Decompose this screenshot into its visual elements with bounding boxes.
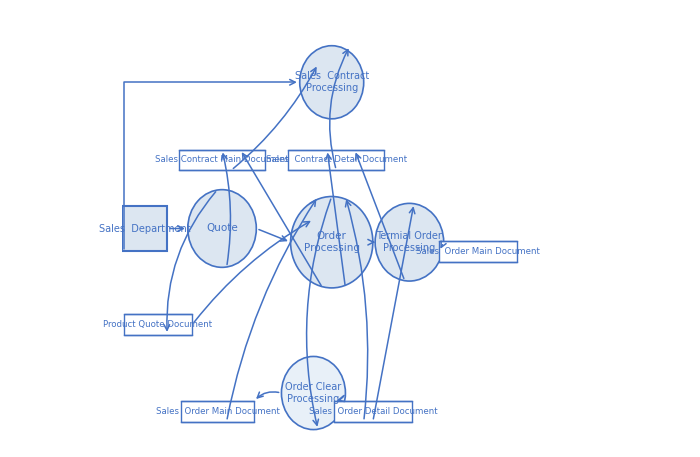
- FancyBboxPatch shape: [124, 314, 192, 335]
- Text: Sales  Order Main Document: Sales Order Main Document: [155, 407, 279, 416]
- Text: Sales  Contract
Processing: Sales Contract Processing: [295, 71, 369, 93]
- Text: Quote: Quote: [206, 223, 238, 234]
- FancyBboxPatch shape: [122, 206, 167, 251]
- Text: Sales  Contract Detail Document: Sales Contract Detail Document: [266, 155, 407, 165]
- Text: Termial Order
Processing: Termial Order Processing: [377, 231, 442, 253]
- Ellipse shape: [300, 46, 364, 119]
- Text: Sales  Department: Sales Department: [99, 223, 190, 234]
- FancyBboxPatch shape: [334, 401, 412, 421]
- Ellipse shape: [375, 203, 444, 281]
- FancyBboxPatch shape: [178, 149, 265, 170]
- Text: Sales  Order Detail Document: Sales Order Detail Document: [309, 407, 438, 416]
- Ellipse shape: [290, 197, 373, 288]
- FancyBboxPatch shape: [288, 149, 384, 170]
- Text: Product Quote Document: Product Quote Document: [104, 320, 213, 329]
- Text: Sales  Order Main Document: Sales Order Main Document: [416, 247, 540, 256]
- FancyBboxPatch shape: [439, 241, 517, 261]
- Text: Order
Processing: Order Processing: [304, 231, 360, 253]
- Text: Sales Contract Main Document: Sales Contract Main Document: [155, 155, 289, 165]
- Ellipse shape: [188, 190, 256, 267]
- Text: Order Clear
Processing: Order Clear Processing: [286, 382, 342, 404]
- Ellipse shape: [281, 356, 345, 430]
- FancyBboxPatch shape: [181, 401, 254, 421]
